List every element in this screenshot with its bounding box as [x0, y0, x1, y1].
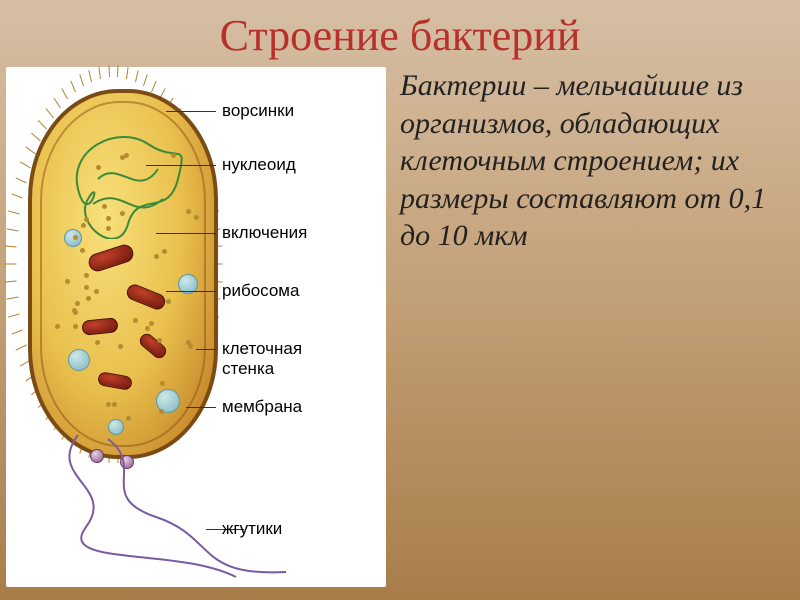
- flagella-svg: [56, 427, 316, 587]
- pilus: [38, 120, 47, 129]
- leader-line: [186, 407, 216, 408]
- pilus: [25, 147, 35, 155]
- leader-line: [156, 233, 216, 234]
- diagram-panel: ворсинки нуклеоид включения рибосома клеточн…: [0, 67, 390, 597]
- pilus: [143, 75, 148, 87]
- leader-line: [166, 111, 216, 112]
- ribosome: [65, 279, 70, 284]
- pilus: [108, 65, 110, 77]
- pilus: [15, 177, 26, 183]
- pilus: [126, 67, 129, 79]
- ribosome: [73, 235, 78, 240]
- ribosome: [84, 217, 89, 222]
- ribosome: [118, 344, 123, 349]
- ribosome: [154, 254, 159, 259]
- pilus: [117, 65, 119, 77]
- label-inclusions: включения: [222, 223, 307, 243]
- pilus: [70, 81, 76, 92]
- label-nucleoid: нуклеоид: [222, 155, 296, 175]
- label-pili: ворсинки: [222, 101, 294, 121]
- pilus: [79, 75, 84, 87]
- pilus: [45, 108, 53, 118]
- pilus: [89, 70, 93, 82]
- ribosome: [159, 409, 164, 414]
- nucleoid: [68, 129, 188, 239]
- pilus: [6, 228, 18, 231]
- nucleoid-svg: [68, 129, 188, 239]
- page-title: Строение бактерий: [0, 0, 800, 67]
- ribosome: [160, 381, 165, 386]
- ribosome: [120, 155, 125, 160]
- label-membrane: мембрана: [222, 397, 302, 417]
- description-panel: Бактерии – мельчайшие из организмов, обл…: [390, 67, 800, 597]
- pilus: [15, 345, 26, 351]
- pilus: [5, 246, 17, 248]
- pilus: [20, 161, 31, 168]
- ribosome: [157, 338, 162, 343]
- ribosome: [194, 215, 199, 220]
- label-ribosome: рибосома: [222, 281, 299, 301]
- pilus: [53, 98, 60, 109]
- pilus: [8, 211, 20, 215]
- pilus: [135, 70, 139, 82]
- ribosome: [106, 226, 111, 231]
- ribosome: [120, 211, 125, 216]
- ribosome: [94, 289, 99, 294]
- leader-line: [196, 349, 216, 350]
- pilus: [11, 329, 23, 334]
- ribosome: [96, 165, 101, 170]
- pilus: [11, 194, 23, 199]
- leader-line: [146, 165, 216, 166]
- pilus: [61, 89, 68, 100]
- pilus: [8, 313, 20, 317]
- label-flagella: жгутики: [222, 519, 282, 539]
- description-text: Бактерии – мельчайшие из организмов, обл…: [400, 67, 780, 255]
- diagram-box: ворсинки нуклеоид включения рибосома клеточн…: [6, 67, 386, 587]
- ribosome: [73, 324, 78, 329]
- vesicle: [68, 349, 90, 371]
- ribosome: [145, 326, 150, 331]
- ribosome: [149, 321, 154, 326]
- pilus: [31, 133, 41, 142]
- leader-line: [166, 291, 216, 292]
- ribosome: [84, 273, 89, 278]
- pilus: [98, 67, 101, 79]
- pilus: [5, 264, 17, 265]
- ribosome: [75, 301, 80, 306]
- label-cell_wall: клеточная стенка: [222, 339, 302, 379]
- ribosome: [55, 324, 60, 329]
- pilus: [6, 297, 18, 300]
- ribosome: [106, 216, 111, 221]
- ribosome: [171, 153, 176, 158]
- pilus: [5, 280, 17, 282]
- bacterium-cell: [28, 89, 218, 459]
- flagella: [56, 427, 316, 587]
- ribosome: [162, 249, 167, 254]
- ribosome: [102, 204, 107, 209]
- pilus: [151, 81, 157, 92]
- ribosome: [188, 344, 193, 349]
- content-row: ворсинки нуклеоид включения рибосома клеточн…: [0, 67, 800, 597]
